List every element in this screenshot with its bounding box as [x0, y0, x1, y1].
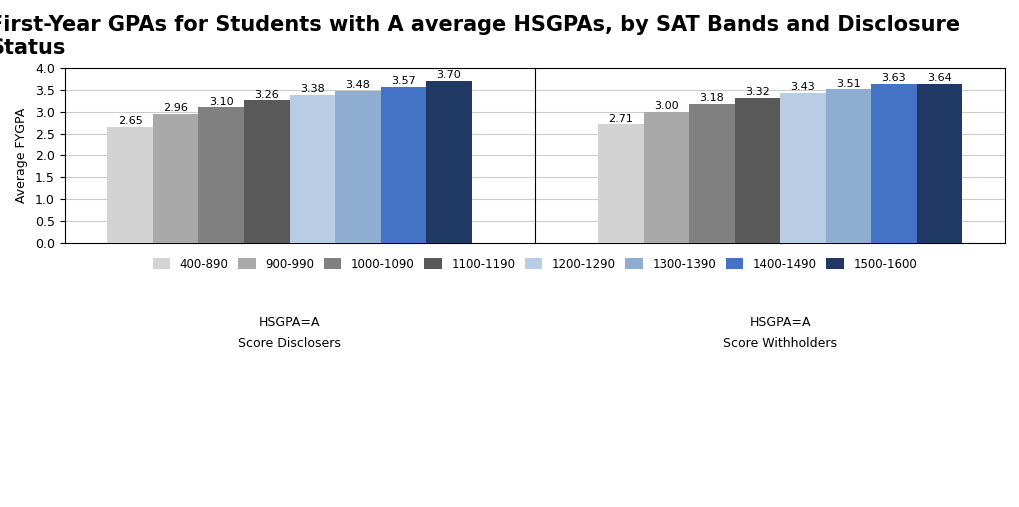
Text: 2.65: 2.65 — [117, 116, 143, 126]
Text: 2.71: 2.71 — [607, 114, 633, 124]
Bar — [153, 114, 199, 243]
Bar — [244, 100, 289, 243]
Text: First-Year GPAs for Students with A average HSGPAs, by SAT Bands and Disclosure
: First-Year GPAs for Students with A aver… — [0, 15, 960, 58]
Text: 3.70: 3.70 — [436, 70, 461, 80]
Bar — [380, 87, 426, 243]
Bar — [107, 127, 153, 243]
Y-axis label: Average FYGPA: Average FYGPA — [15, 108, 28, 203]
Text: 3.32: 3.32 — [744, 87, 769, 97]
Text: 3.51: 3.51 — [836, 79, 860, 89]
Text: 3.43: 3.43 — [790, 82, 814, 92]
Bar — [597, 124, 643, 243]
Text: 3.38: 3.38 — [300, 84, 324, 94]
Bar — [689, 104, 734, 243]
Bar — [916, 84, 961, 243]
Text: 3.57: 3.57 — [390, 76, 416, 86]
Text: 3.10: 3.10 — [209, 96, 233, 106]
Bar — [199, 107, 244, 243]
Text: Score Withholders: Score Withholders — [722, 337, 837, 350]
Bar — [734, 98, 780, 243]
Text: 3.48: 3.48 — [345, 80, 370, 90]
Text: 3.64: 3.64 — [926, 73, 951, 83]
Bar — [289, 95, 334, 243]
Text: HSGPA=A: HSGPA=A — [259, 316, 320, 329]
Text: Score Disclosers: Score Disclosers — [237, 337, 340, 350]
Text: 2.96: 2.96 — [163, 102, 187, 113]
Text: HSGPA=A: HSGPA=A — [749, 316, 810, 329]
Bar — [334, 91, 380, 243]
Bar — [780, 93, 824, 243]
Bar — [426, 81, 471, 243]
Bar — [643, 112, 689, 243]
Bar — [824, 90, 870, 243]
Text: 3.26: 3.26 — [254, 90, 279, 99]
Text: 3.18: 3.18 — [699, 93, 723, 103]
Legend: 400-890, 900-990, 1000-1090, 1100-1190, 1200-1290, 1300-1390, 1400-1490, 1500-16: 400-890, 900-990, 1000-1090, 1100-1190, … — [148, 253, 921, 275]
Text: 3.00: 3.00 — [653, 101, 678, 111]
Text: 3.63: 3.63 — [880, 74, 906, 83]
Bar — [870, 84, 916, 243]
